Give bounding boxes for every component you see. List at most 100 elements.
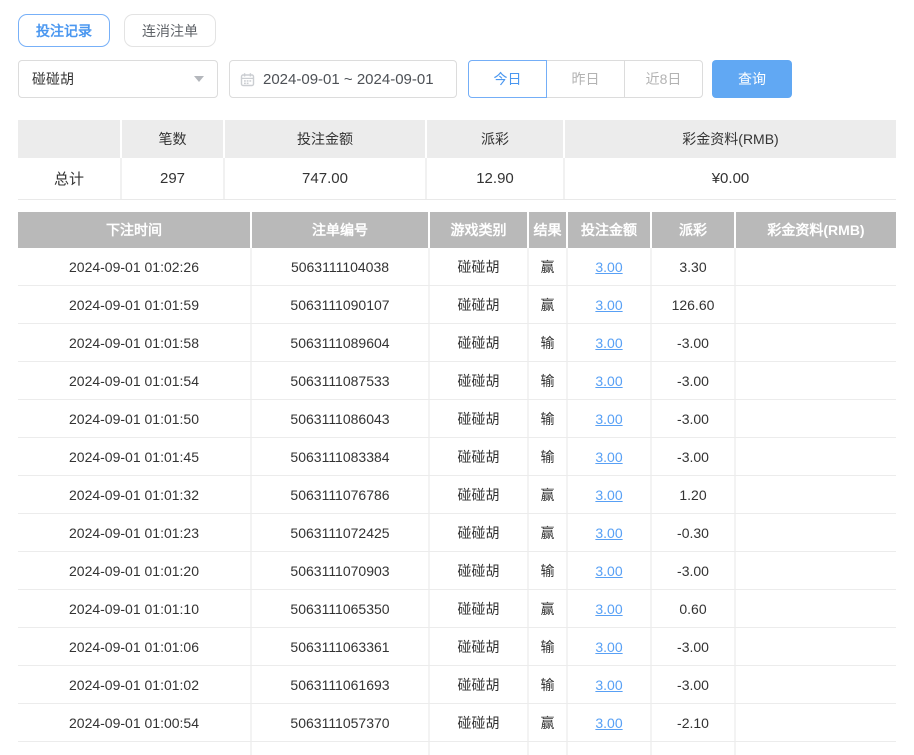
- game-select[interactable]: 碰碰胡: [18, 60, 218, 98]
- records-table: 下注时间 注单编号 游戏类别 结果 投注金额 派彩 彩金资料(RMB) 2024…: [18, 212, 896, 755]
- cell-game-type: 碰碰胡: [430, 324, 527, 361]
- cell-result: 赢: [529, 514, 566, 551]
- table-row: 2024-09-01 01:01:54 5063111087533 碰碰胡输 3.00…: [18, 362, 896, 400]
- cell-bet-time: [18, 742, 250, 755]
- cell-payout: -3.00: [652, 552, 734, 589]
- search-button[interactable]: 查询: [712, 60, 792, 98]
- cell-bet-time: 2024-09-01 01:00:54: [18, 704, 250, 741]
- cell-order-number: 5063111087533: [252, 362, 428, 399]
- summary-total-label: 总计: [18, 158, 120, 199]
- records-header-order-number: 注单编号: [252, 212, 428, 248]
- bet-amount-link[interactable]: 3.00: [595, 676, 623, 693]
- calendar-icon: [240, 72, 255, 86]
- cell-bet-amount: [568, 742, 650, 755]
- summary-header-bonus: 彩金资料(RMB): [565, 120, 896, 158]
- cell-order-number: 5063111089604: [252, 324, 428, 361]
- cell-bonus: [736, 324, 896, 361]
- cell-payout: -3.00: [652, 666, 734, 703]
- cell-bet-amount: 3.00: [568, 628, 650, 665]
- bet-amount-link[interactable]: 3.00: [595, 714, 623, 731]
- records-header-result: 结果: [529, 212, 566, 248]
- summary-header-blank: [18, 120, 120, 158]
- cell-game-type: 碰碰胡: [430, 590, 527, 627]
- filter-bar: 碰碰胡 2024-09-01 ~ 2024-09-01 今日 昨日 近8日 查询: [18, 60, 792, 98]
- table-row: 2024-09-01 01:01:58 5063111089604 碰碰胡输 3.00…: [18, 324, 896, 362]
- cell-result: 输: [529, 362, 566, 399]
- summary-header-payout: 派彩: [427, 120, 563, 158]
- cell-bet-time: 2024-09-01 01:01:59: [18, 286, 250, 323]
- bet-amount-link[interactable]: 3.00: [595, 334, 623, 351]
- today-button[interactable]: 今日: [468, 60, 547, 98]
- records-header-bet-amount: 投注金额: [568, 212, 650, 248]
- cell-result: 赢: [529, 476, 566, 513]
- cell-order-number: 5063111090107: [252, 286, 428, 323]
- cell-order-number: 5063111061693: [252, 666, 428, 703]
- bet-amount-link[interactable]: 3.00: [595, 486, 623, 503]
- bet-amount-link[interactable]: 3.00: [595, 524, 623, 541]
- cell-bet-amount: 3.00: [568, 248, 650, 285]
- cell-game-type: 碰碰胡: [430, 476, 527, 513]
- cell-bonus: [736, 476, 896, 513]
- cell-bet-time: 2024-09-01 01:01:06: [18, 628, 250, 665]
- cell-bet-amount: 3.00: [568, 400, 650, 437]
- cell-payout: -3.00: [652, 628, 734, 665]
- cell-order-number: 5063111083384: [252, 438, 428, 475]
- cell-bet-amount: 3.00: [568, 362, 650, 399]
- summary-total-payout: 12.90: [427, 158, 563, 199]
- bet-amount-link[interactable]: 3.00: [595, 258, 623, 275]
- summary-table: 笔数 投注金额 派彩 彩金资料(RMB) 总计 297 747.00 12.90…: [18, 120, 896, 200]
- cell-bet-time: 2024-09-01 01:01:02: [18, 666, 250, 703]
- cell-bonus: [736, 248, 896, 285]
- table-row: 2024-09-01 01:01:06 5063111063361 碰碰胡输 3.00…: [18, 628, 896, 666]
- bet-amount-link[interactable]: 3.00: [595, 296, 623, 313]
- bet-amount-link[interactable]: 3.00: [595, 410, 623, 427]
- cell-bonus: [736, 666, 896, 703]
- cell-payout: 126.60: [652, 286, 734, 323]
- cell-game-type: 碰碰胡: [430, 400, 527, 437]
- summary-total-bet-amount: 747.00: [225, 158, 425, 199]
- table-row: 2024-09-01 01:01:59 5063111090107 碰碰胡赢 3.00…: [18, 286, 896, 324]
- records-header-payout: 派彩: [652, 212, 734, 248]
- tab-betting-records[interactable]: 投注记录: [18, 14, 110, 47]
- cell-bet-time: 2024-09-01 01:01:58: [18, 324, 250, 361]
- summary-header-count: 笔数: [122, 120, 223, 158]
- cell-bet-time: 2024-09-01 01:01:10: [18, 590, 250, 627]
- cell-game-type: 碰碰胡: [430, 666, 527, 703]
- bet-amount-link[interactable]: 3.00: [595, 600, 623, 617]
- cell-bet-time: 2024-09-01 01:01:32: [18, 476, 250, 513]
- cell-result: 赢: [529, 286, 566, 323]
- cell-game-type: 碰碰胡: [430, 438, 527, 475]
- bet-amount-link[interactable]: 3.00: [595, 638, 623, 655]
- cell-bet-amount: 3.00: [568, 476, 650, 513]
- game-select-value: 碰碰胡: [32, 71, 74, 87]
- table-row: 2024-09-01 01:01:50 5063111086043 碰碰胡输 3.00…: [18, 400, 896, 438]
- last-8-days-button[interactable]: 近8日: [624, 60, 703, 98]
- cell-bonus: [736, 552, 896, 589]
- cell-result: 赢: [529, 704, 566, 741]
- cell-payout: [652, 742, 734, 755]
- table-row: [18, 742, 896, 755]
- cell-bonus: [736, 742, 896, 755]
- table-row: 2024-09-01 01:01:02 5063111061693 碰碰胡输 3.00…: [18, 666, 896, 704]
- bet-amount-link[interactable]: 3.00: [595, 448, 623, 465]
- yesterday-button[interactable]: 昨日: [546, 60, 625, 98]
- cell-order-number: 5063111104038: [252, 248, 428, 285]
- tab-cancelled-orders[interactable]: 连消注单: [124, 14, 216, 47]
- summary-total-bonus: ¥0.00: [565, 158, 896, 199]
- cell-bonus: [736, 286, 896, 323]
- cell-bonus: [736, 514, 896, 551]
- cell-bonus: [736, 362, 896, 399]
- cell-order-number: [252, 742, 428, 755]
- date-range-input[interactable]: 2024-09-01 ~ 2024-09-01: [229, 60, 457, 98]
- cell-bonus: [736, 590, 896, 627]
- cell-game-type: 碰碰胡: [430, 704, 527, 741]
- table-row: 2024-09-01 01:00:54 5063111057370 碰碰胡赢 3.00…: [18, 704, 896, 742]
- bet-amount-link[interactable]: 3.00: [595, 372, 623, 389]
- cell-order-number: 5063111086043: [252, 400, 428, 437]
- cell-bet-amount: 3.00: [568, 590, 650, 627]
- cell-bet-time: 2024-09-01 01:02:26: [18, 248, 250, 285]
- records-header-game-type: 游戏类别: [430, 212, 527, 248]
- bet-amount-link[interactable]: 3.00: [595, 562, 623, 579]
- cell-bonus: [736, 438, 896, 475]
- cell-bet-amount: 3.00: [568, 286, 650, 323]
